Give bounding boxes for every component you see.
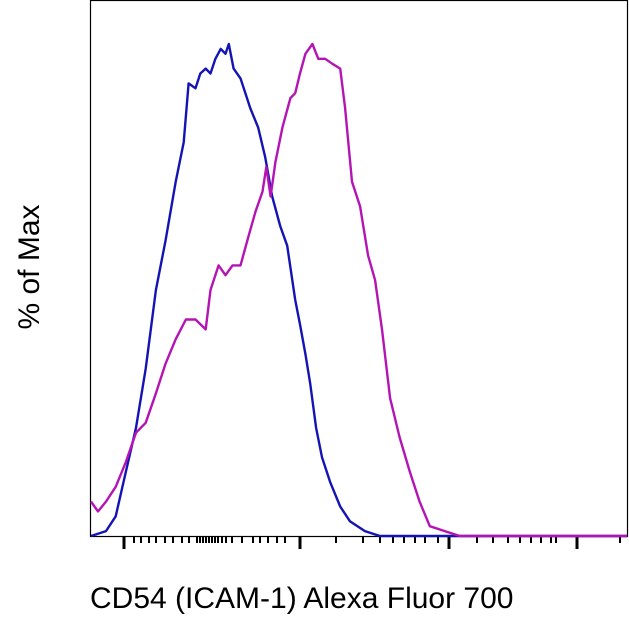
x-axis-label: CD54 (ICAM-1) Alexa Fluor 700 xyxy=(90,582,514,615)
series-lines xyxy=(90,42,627,538)
series-line-1 xyxy=(90,42,627,538)
y-axis-label: % of Max xyxy=(13,204,46,330)
plot-frame xyxy=(89,0,629,538)
x-axis-ticks xyxy=(122,537,621,549)
series-line-2 xyxy=(90,42,627,538)
